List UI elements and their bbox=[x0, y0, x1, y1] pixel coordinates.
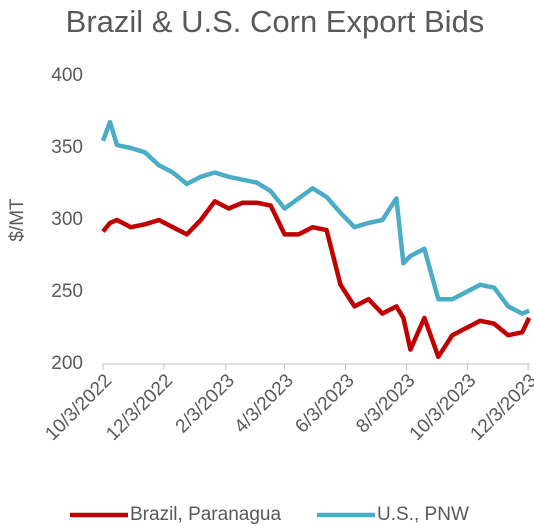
y-tick-label: 300 bbox=[51, 209, 83, 230]
series-line bbox=[101, 199, 532, 360]
y-tick-label: 200 bbox=[51, 353, 83, 374]
chart-title: Brazil & U.S. Corn Export Bids bbox=[66, 4, 485, 39]
y-tick-label: 350 bbox=[51, 137, 83, 158]
x-tick-label: 2/3/2023 bbox=[172, 370, 239, 437]
x-tick-label: 12/3/2023 bbox=[467, 370, 534, 445]
y-tick-label: 250 bbox=[51, 281, 83, 302]
legend-label: Brazil, Paranagua bbox=[130, 504, 281, 525]
x-tick-label: 4/3/2023 bbox=[231, 370, 298, 437]
series-line bbox=[100, 119, 530, 316]
x-tick-label: 12/3/2022 bbox=[102, 370, 177, 445]
x-tick-label: 6/3/2023 bbox=[291, 370, 358, 437]
y-axis-label: $/MT bbox=[7, 198, 28, 242]
y-tick-label: 400 bbox=[51, 65, 83, 86]
legend-label: U.S., PNW bbox=[377, 504, 469, 525]
